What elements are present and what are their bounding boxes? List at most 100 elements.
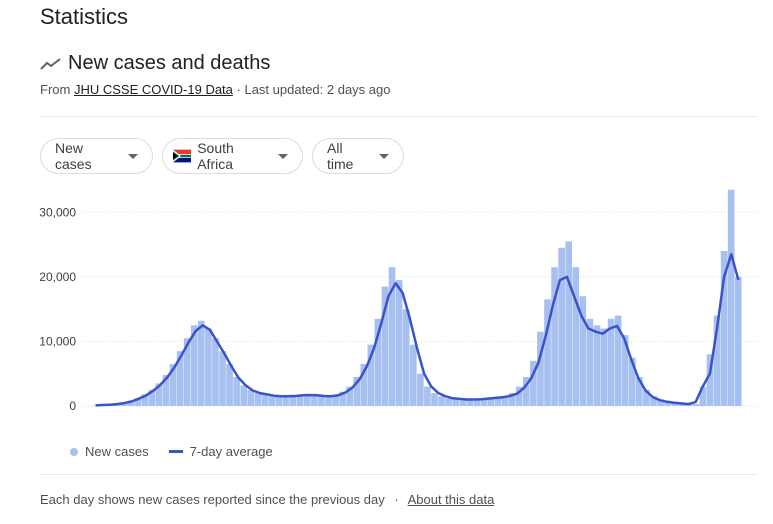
bar[interactable] (205, 328, 212, 406)
bar[interactable] (268, 395, 276, 406)
bar[interactable] (127, 400, 134, 406)
footer: Each day shows new cases reported since … (40, 492, 494, 507)
bar[interactable] (530, 360, 537, 406)
bar[interactable] (586, 318, 594, 406)
bar[interactable] (402, 309, 410, 406)
bar[interactable] (303, 394, 311, 406)
bar[interactable] (494, 396, 502, 406)
bar[interactable] (233, 376, 240, 406)
bar[interactable] (247, 389, 255, 406)
bar[interactable] (706, 354, 714, 406)
bar[interactable] (325, 396, 332, 406)
bar[interactable] (409, 344, 417, 406)
bar[interactable] (657, 399, 664, 406)
bar[interactable] (353, 376, 361, 406)
bar[interactable] (466, 399, 474, 406)
bar[interactable] (572, 267, 580, 406)
bar[interactable] (212, 338, 219, 406)
y-tick-label: 10,000 (39, 334, 76, 348)
bar[interactable] (551, 267, 558, 406)
footer-sep: · (394, 492, 399, 507)
bar[interactable] (339, 391, 346, 406)
bar[interactable] (438, 396, 445, 406)
bar[interactable] (162, 375, 170, 406)
bar[interactable] (452, 398, 459, 406)
bar[interactable] (579, 296, 587, 406)
bar[interactable] (190, 325, 198, 406)
bar[interactable] (169, 364, 177, 406)
bar[interactable] (501, 395, 509, 406)
bar[interactable] (197, 320, 205, 406)
bar[interactable] (240, 385, 248, 406)
bar[interactable] (643, 389, 650, 406)
bar[interactable] (558, 247, 565, 406)
bar[interactable] (544, 299, 551, 406)
bar[interactable] (388, 267, 396, 406)
bar[interactable] (275, 396, 283, 406)
bar[interactable] (424, 386, 431, 406)
bar[interactable] (318, 395, 325, 406)
bar[interactable] (636, 376, 643, 406)
bar[interactable] (537, 331, 544, 406)
bar[interactable] (473, 398, 481, 406)
bar[interactable] (600, 328, 608, 406)
bar[interactable] (522, 376, 530, 406)
bar[interactable] (628, 357, 636, 406)
bar[interactable] (713, 315, 721, 406)
bar[interactable] (254, 393, 262, 406)
bar[interactable] (445, 398, 452, 406)
bar[interactable] (282, 396, 290, 406)
bar[interactable] (593, 325, 601, 406)
page-title: Statistics (40, 4, 129, 29)
legend-line-swatch (168, 450, 183, 453)
bar[interactable] (565, 241, 573, 406)
country-dropdown[interactable]: South Africa (162, 138, 303, 174)
bar[interactable] (699, 386, 707, 406)
bar[interactable] (395, 280, 403, 406)
bar[interactable] (134, 398, 142, 406)
bar[interactable] (508, 393, 516, 406)
bar[interactable] (515, 386, 523, 406)
bar[interactable] (650, 396, 657, 406)
bar[interactable] (614, 315, 622, 406)
bar[interactable] (183, 338, 191, 406)
bar[interactable] (671, 402, 679, 406)
bar[interactable] (720, 251, 728, 406)
bar[interactable] (607, 318, 615, 406)
bar[interactable] (148, 389, 156, 406)
bar[interactable] (431, 393, 438, 406)
cases-chart[interactable]: 0 10,000 20,000 30,000 (0, 180, 773, 420)
bar[interactable] (176, 351, 184, 406)
about-data-link[interactable]: About this data (407, 492, 495, 507)
range-dropdown[interactable]: All time (312, 138, 404, 174)
bar[interactable] (664, 401, 671, 406)
source-prefix: From (40, 82, 71, 97)
metric-dropdown[interactable]: New cases (40, 138, 153, 174)
bar[interactable] (226, 364, 233, 406)
bar[interactable] (678, 403, 686, 406)
bar[interactable] (487, 397, 495, 406)
y-tick-label: 30,000 (39, 205, 76, 219)
source-link[interactable]: JHU CSSE COVID-19 Data (73, 82, 233, 97)
bar[interactable] (692, 404, 700, 406)
bar[interactable] (289, 395, 297, 406)
bar[interactable] (417, 373, 424, 406)
bar[interactable] (360, 364, 368, 406)
bar[interactable] (155, 383, 163, 406)
last-updated: · Last updated: 2 days ago (236, 82, 391, 97)
bar[interactable] (374, 318, 382, 406)
bar[interactable] (734, 276, 742, 406)
bar[interactable] (459, 399, 467, 406)
bar[interactable] (219, 351, 226, 406)
bar[interactable] (621, 334, 629, 406)
bar[interactable] (480, 398, 488, 406)
bar[interactable] (261, 394, 269, 406)
bar[interactable] (332, 395, 339, 406)
bar[interactable] (346, 386, 354, 406)
bar[interactable] (311, 395, 318, 406)
bar[interactable] (141, 394, 149, 406)
bar[interactable] (367, 344, 375, 406)
bar[interactable] (381, 286, 389, 406)
bar[interactable] (296, 395, 304, 406)
bar[interactable] (727, 189, 735, 406)
